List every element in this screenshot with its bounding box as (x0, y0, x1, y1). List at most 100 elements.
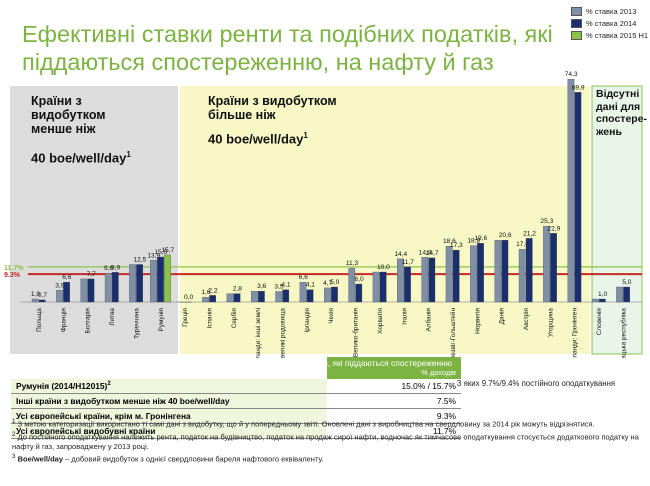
table-row-label: Усі європейські видобувні країни (11, 423, 327, 439)
middle-panel-label: Країни з видобутком більше ніж (208, 94, 337, 122)
footnote-3-num: 3 (12, 453, 16, 460)
bar-data-label: 19,6 (474, 235, 487, 242)
bar-data-label: 1,6 (201, 289, 210, 296)
x-tick-label: Іспанія (205, 307, 213, 328)
bar-data-label: 14,4 (394, 251, 407, 258)
table-side-note: - З яких 9.7%/9.4% постійного оподаткува… (452, 379, 616, 388)
bar-data-label: 1,0 (598, 291, 607, 298)
bar (104, 273, 112, 303)
bar-data-label: 0,0 (184, 294, 193, 301)
x-tick-label: Норвегія (473, 307, 481, 333)
bar-data-label: 18,8 (467, 238, 480, 245)
bar (567, 78, 575, 303)
x-tick-label: Нідерланди: інші землі (254, 308, 262, 358)
x-tick-label: Угорщина (547, 308, 554, 337)
bar (306, 289, 314, 303)
right-panel-bg (592, 86, 642, 354)
bar (202, 297, 209, 303)
x-tick-label: Франція (59, 307, 67, 332)
x-tick-label: Чехія (327, 307, 335, 323)
bar-data-label: 10,0 (377, 264, 390, 271)
table-header-cell: Ефективні ставки податків, які піддаютьс… (225, 357, 461, 379)
bar (477, 243, 484, 303)
bar-data-label: 14,7 (426, 250, 439, 257)
bar (501, 240, 509, 303)
bar (445, 246, 453, 303)
bar (348, 267, 356, 303)
bar (550, 233, 557, 303)
right-panel-border (591, 85, 643, 355)
bar (372, 271, 380, 303)
footnote-3: 3 Boe/well/day – добовий видобуток з одн… (12, 452, 640, 465)
footnote-1: 1 З метою категоризації використано ті с… (12, 417, 640, 430)
rates-table: Ефективні ставки податків, які піддаютьс… (11, 357, 461, 439)
bar (355, 283, 363, 303)
table-row-label: Інші країни з видобутком менше ніж 40 bo… (11, 393, 327, 409)
bar (525, 238, 533, 303)
bar (226, 293, 234, 303)
bar (209, 295, 216, 303)
bar (470, 245, 477, 303)
bar-data-label: 4,1 (306, 282, 315, 289)
bar-data-label: 3,6 (257, 283, 266, 290)
ref-line-label: 11.7% (4, 265, 24, 272)
table-row: Усі європейські країни, крім м. Гронінге… (11, 408, 461, 424)
x-tick-label: Німеччина: Шлезвіг-Гольштейн (449, 308, 457, 358)
bar-data-label: 3,9 (55, 282, 64, 289)
footnote-2-text: До постійного оподаткування належить рен… (12, 432, 639, 451)
bar (397, 258, 404, 303)
bar (428, 257, 436, 303)
bar-data-label: 4,7 (323, 280, 332, 287)
bar (150, 260, 157, 303)
table-row-value: 11.7% (327, 423, 461, 439)
footnote-2-num: 2 (12, 430, 16, 438)
page-title: Ефективні ставки ренти та подібних подат… (22, 21, 553, 75)
table-row: Усі європейські видобувні країни 11.7% (11, 423, 461, 439)
bar (616, 286, 623, 303)
table-header-text: Ефективні ставки податків, які піддаютьс… (225, 358, 452, 368)
bar (275, 291, 283, 303)
row-label-text: Румунія (2014/Н12015) (16, 381, 108, 391)
table-row-label: Усі європейські країни, крім м. Гронінге… (11, 408, 327, 424)
bar-data-label: 5,0 (622, 279, 631, 286)
legend-swatch-2015 (571, 31, 582, 40)
x-tick-label: Польща (36, 308, 43, 332)
table-header: Ефективні ставки податків, які піддаютьс… (11, 357, 461, 379)
bar (87, 278, 95, 303)
x-tick-label: Сербія (230, 307, 238, 328)
bar-data-label: 4,1 (281, 282, 290, 289)
bar (31, 298, 39, 303)
legend-item-2013: % ставка 2013 (571, 6, 648, 17)
bar (299, 282, 307, 303)
legend-swatch-2013 (571, 7, 582, 16)
bar-data-label: 9,9 (111, 264, 120, 271)
table-row-value: 15.0% / 15.7% (327, 379, 461, 394)
bar-data-label: 7,7 (87, 271, 96, 278)
footnote-3-bold: Boe/well/day (17, 454, 64, 464)
bar-data-label: 0,7 (38, 292, 47, 299)
bar-data-label: 13,9 (147, 252, 160, 259)
bar (111, 272, 119, 303)
bar-data-label: 25,3 (540, 218, 553, 225)
bar-data-label: 11,3 (346, 260, 359, 267)
bar-data-label: 2,2 (208, 287, 217, 294)
bar-data-label: 18,6 (443, 238, 456, 245)
bar-data-label: 17,6 (516, 241, 529, 248)
bar (63, 282, 70, 303)
bar (331, 286, 338, 303)
x-tick-label: Словенія (595, 307, 603, 335)
bar (164, 254, 171, 303)
table-row-value: 9.3% (327, 408, 461, 424)
bar-data-label: 69,9 (572, 84, 585, 91)
ref-line-label: 9.3% (4, 272, 21, 279)
bar (233, 293, 241, 303)
bar (518, 249, 526, 303)
bar-data-label: 6,6 (62, 274, 71, 281)
legend-item-2014: % ставка 2014 (571, 18, 648, 29)
middle-panel-sub: 40 boe/well/day1 (208, 131, 308, 146)
bar-data-label: 14,9 (419, 249, 432, 256)
bar-data-label: 2,8 (233, 286, 242, 293)
bar (136, 264, 143, 303)
x-tick-label: Австрія (522, 307, 530, 330)
bar (257, 291, 265, 303)
